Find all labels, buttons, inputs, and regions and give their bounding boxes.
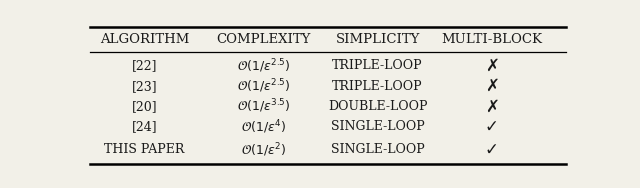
Text: $\mathcal{O}(1/\epsilon^{2.5})$: $\mathcal{O}(1/\epsilon^{2.5})$ <box>237 57 291 75</box>
Text: SIMPLICITY: SIMPLICITY <box>335 33 420 46</box>
Text: [20]: [20] <box>132 100 157 113</box>
Text: $\mathcal{O}(1/\epsilon^{2.5})$: $\mathcal{O}(1/\epsilon^{2.5})$ <box>237 77 291 95</box>
Text: ✓: ✓ <box>484 118 499 136</box>
Text: $\mathcal{O}(1/\epsilon^{3.5})$: $\mathcal{O}(1/\epsilon^{3.5})$ <box>237 98 291 115</box>
Text: [22]: [22] <box>132 59 157 73</box>
Text: $\mathcal{O}(1/\epsilon^{2})$: $\mathcal{O}(1/\epsilon^{2})$ <box>241 141 286 159</box>
Text: SINGLE-LOOP: SINGLE-LOOP <box>331 143 424 156</box>
Text: ✗: ✗ <box>484 98 499 115</box>
Text: [24]: [24] <box>132 120 157 133</box>
Text: ✗: ✗ <box>484 77 499 95</box>
Text: SINGLE-LOOP: SINGLE-LOOP <box>331 120 424 133</box>
Text: TRIPLE-LOOP: TRIPLE-LOOP <box>332 59 423 73</box>
Text: DOUBLE-LOOP: DOUBLE-LOOP <box>328 100 428 113</box>
Text: MULTI-BLOCK: MULTI-BLOCK <box>441 33 542 46</box>
Text: [23]: [23] <box>132 80 157 93</box>
Text: TRIPLE-LOOP: TRIPLE-LOOP <box>332 80 423 93</box>
Text: ALGORITHM: ALGORITHM <box>100 33 189 46</box>
Text: ✓: ✓ <box>484 141 499 159</box>
Text: ✗: ✗ <box>484 57 499 75</box>
Text: $\mathcal{O}(1/\epsilon^{4})$: $\mathcal{O}(1/\epsilon^{4})$ <box>241 118 286 136</box>
Text: COMPLEXITY: COMPLEXITY <box>216 33 310 46</box>
Text: THIS PAPER: THIS PAPER <box>104 143 185 156</box>
